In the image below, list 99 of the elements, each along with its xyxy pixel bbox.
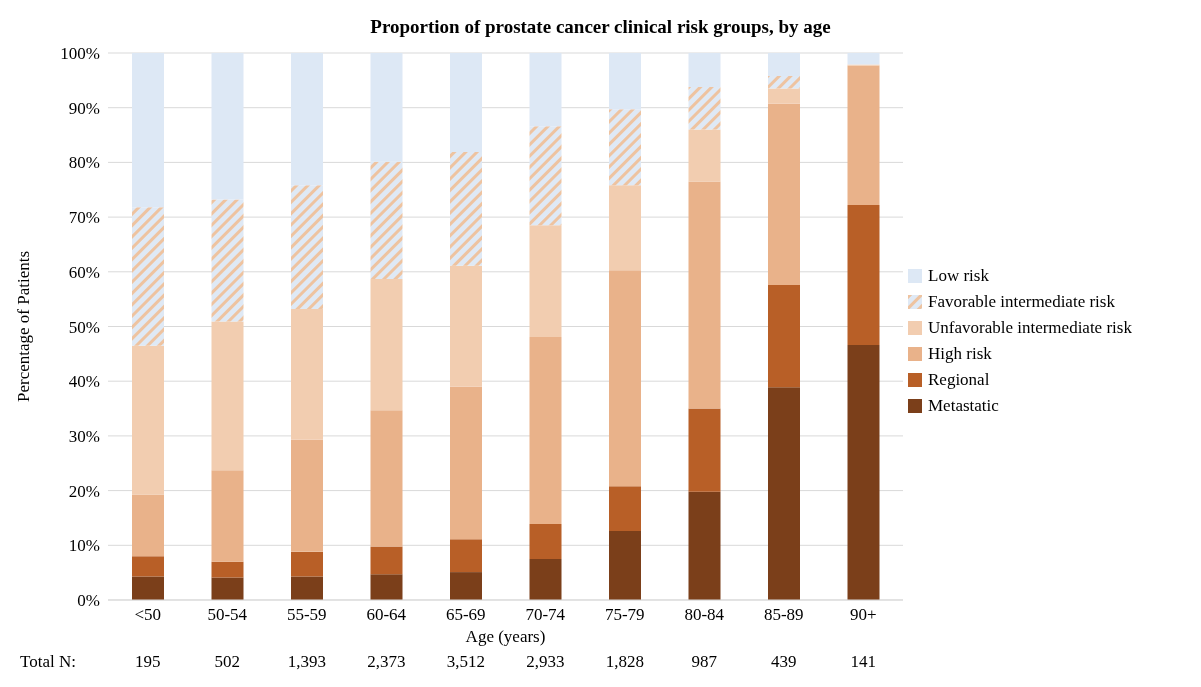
bar: [609, 270, 641, 487]
legend-label: Metastatic: [928, 396, 999, 416]
legend-label: Favorable intermediate risk: [928, 292, 1115, 312]
bar: [370, 161, 403, 279]
text: 2,933: [525, 652, 566, 672]
bar: [609, 486, 641, 532]
bar: [847, 53, 880, 65]
bar: [609, 185, 641, 271]
x-tick-label: 50-54: [207, 605, 248, 625]
bar: [688, 181, 721, 409]
bar: [132, 576, 164, 600]
bar: [768, 75, 800, 89]
x-tick-label: 55-59: [286, 605, 327, 625]
bar: [450, 53, 482, 153]
bar: [132, 53, 164, 208]
bar: [529, 225, 562, 337]
y-tick-label: 10%: [68, 536, 100, 556]
bar: [450, 539, 482, 573]
y-axis-title: Percentage of Patients: [14, 250, 34, 403]
bar: [450, 572, 482, 600]
bar: [291, 439, 323, 552]
bar: [688, 86, 721, 130]
text: 141: [849, 652, 877, 672]
legend-label: Regional: [928, 370, 990, 390]
text: 1,393: [286, 652, 327, 672]
bar: [211, 577, 244, 600]
bar: [450, 265, 482, 387]
bar: [450, 386, 482, 540]
y-tick-label: 50%: [68, 317, 100, 337]
bar: [768, 387, 800, 600]
text: 1,828: [604, 652, 645, 672]
bar: [768, 103, 800, 285]
bar: [768, 53, 800, 76]
legend-label: High risk: [928, 344, 992, 364]
bar: [291, 185, 323, 309]
bar: [211, 470, 244, 562]
bar: [132, 207, 164, 346]
y-tick-label: 20%: [68, 481, 100, 501]
legend-label: Low risk: [928, 266, 989, 286]
bar: [768, 284, 800, 388]
bar: [688, 129, 721, 182]
bar: [529, 523, 562, 559]
text: Total N:: [20, 652, 76, 672]
bar: [529, 53, 562, 127]
bar: [132, 556, 164, 577]
x-tick-label: 65-69: [445, 605, 486, 625]
bar: [370, 546, 403, 575]
text: 502: [213, 652, 241, 672]
x-tick-label: 85-89: [763, 605, 804, 625]
y-tick-label: 90%: [68, 98, 100, 118]
y-tick-label: 0%: [77, 591, 100, 611]
bar: [450, 152, 482, 266]
bar: [847, 65, 880, 206]
bar: [529, 126, 562, 226]
bar: [291, 576, 323, 600]
text: 195: [134, 652, 162, 672]
x-tick-label: <50: [134, 605, 162, 625]
bar: [768, 88, 800, 104]
chart-title: Proportion of prostate cancer clinical risk groups, by age: [369, 16, 832, 38]
x-axis-title: Age (years): [465, 627, 546, 646]
legend-label: Unfavorable intermediate risk: [928, 318, 1132, 338]
y-tick-label: 100%: [60, 44, 100, 64]
y-tick-label: 80%: [68, 153, 100, 173]
bar: [291, 53, 323, 186]
bar: [688, 53, 721, 87]
bar: [529, 558, 562, 600]
bar: [688, 408, 721, 492]
text: 987: [690, 652, 718, 672]
bar: [132, 494, 164, 557]
bar: [529, 336, 562, 524]
text: 3,512: [445, 652, 486, 672]
bar: [211, 199, 244, 322]
x-tick-label: 70-74: [525, 605, 566, 625]
y-tick-label: 40%: [68, 372, 100, 392]
bar: [291, 309, 323, 440]
bar: [370, 410, 403, 547]
bar: [370, 278, 403, 411]
y-tick-label: 70%: [68, 208, 100, 228]
x-tick-label: 60-64: [366, 605, 407, 625]
bar: [847, 205, 880, 346]
x-tick-label: 90+: [849, 605, 877, 625]
bar: [291, 551, 323, 577]
text: 439: [770, 652, 798, 672]
text: 2,373: [366, 652, 407, 672]
y-tick-label: 30%: [68, 426, 100, 446]
bar: [688, 491, 721, 600]
bar: [847, 345, 880, 600]
bar: [211, 321, 244, 471]
bar: [132, 345, 164, 495]
bar: [609, 531, 641, 600]
x-tick-label: 80-84: [684, 605, 725, 625]
y-tick-label: 60%: [68, 262, 100, 282]
x-tick-label: 75-79: [604, 605, 645, 625]
bar: [609, 109, 641, 186]
bar: [370, 53, 403, 162]
bar: [370, 574, 403, 600]
bar: [211, 53, 244, 200]
bar: [609, 53, 641, 110]
bar: [211, 561, 244, 578]
